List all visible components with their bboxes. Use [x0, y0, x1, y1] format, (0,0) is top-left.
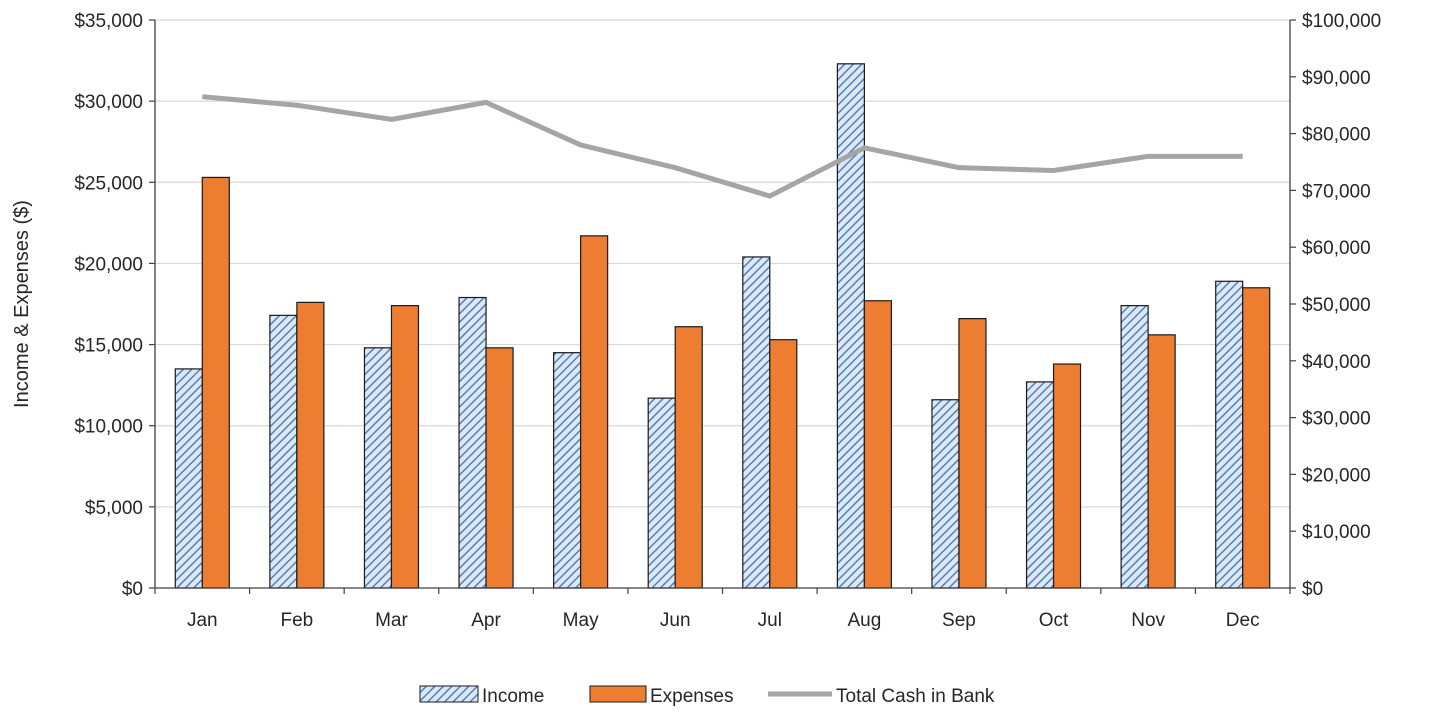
legend-label: Expenses — [650, 686, 733, 707]
bar-series — [175, 64, 1269, 588]
income-bar — [270, 315, 297, 588]
right-tick-label: $50,000 — [1302, 295, 1371, 316]
x-tick-label: Dec — [1226, 610, 1260, 631]
left-tick-label: $35,000 — [74, 11, 143, 32]
right-tick-label: $0 — [1302, 579, 1323, 600]
income-bar — [364, 348, 391, 588]
expenses-bar — [297, 302, 324, 588]
line-series — [202, 97, 1243, 197]
expenses-bar — [486, 348, 513, 588]
x-tick-label: Aug — [847, 610, 881, 631]
right-tick-label: $60,000 — [1302, 238, 1371, 259]
right-tick-label: $30,000 — [1302, 409, 1371, 430]
expenses-bar — [1054, 364, 1081, 588]
left-tick-label: $15,000 — [74, 336, 143, 357]
expenses-bar — [581, 236, 608, 588]
income-bar — [648, 398, 675, 588]
left-tick-label: $10,000 — [74, 417, 143, 438]
right-tick-label: $80,000 — [1302, 125, 1371, 146]
y-axis-title: Income & Expenses ($) — [11, 200, 33, 408]
x-tick-label: Jul — [758, 610, 782, 631]
income-bar — [175, 369, 202, 588]
x-tick-label: Jan — [187, 610, 218, 631]
x-tick-label: May — [563, 610, 599, 631]
right-tick-label: $10,000 — [1302, 522, 1371, 543]
legend-label: Income — [482, 686, 544, 707]
x-tick-label: Feb — [281, 610, 314, 631]
legend-label: Total Cash in Bank — [836, 686, 995, 707]
expenses-bar — [864, 301, 891, 588]
x-tick-label: Jun — [660, 610, 691, 631]
grid-lines — [155, 20, 1290, 507]
x-tick-label: Mar — [375, 610, 408, 631]
income-bar — [1216, 281, 1243, 588]
x-tick-label: Sep — [942, 610, 976, 631]
expenses-bar — [959, 319, 986, 588]
expenses-bar — [202, 177, 229, 588]
expenses-bar — [1243, 288, 1270, 588]
right-tick-label: $100,000 — [1302, 11, 1381, 32]
expenses-bar — [1148, 335, 1175, 588]
legend: Income Expenses Total Cash in Bank — [420, 686, 995, 707]
left-tick-label: $5,000 — [85, 498, 143, 519]
right-tick-label: $20,000 — [1302, 465, 1371, 486]
right-tick-label: $90,000 — [1302, 68, 1371, 89]
income-bar — [837, 64, 864, 588]
income-bar — [459, 298, 486, 588]
right-tick-label: $40,000 — [1302, 352, 1371, 373]
total-cash-line — [202, 97, 1242, 196]
legend-expenses-swatch — [590, 686, 646, 702]
income-bar — [932, 400, 959, 588]
expenses-bar — [675, 327, 702, 588]
income-bar — [1027, 382, 1054, 588]
x-tick-label: Oct — [1039, 610, 1069, 631]
left-tick-label: $20,000 — [74, 254, 143, 275]
right-tick-label: $70,000 — [1302, 181, 1371, 202]
income-bar — [554, 353, 581, 588]
income-bar — [743, 257, 770, 588]
left-tick-label: $25,000 — [74, 173, 143, 194]
x-tick-label: Apr — [471, 610, 501, 631]
expenses-bar — [770, 340, 797, 588]
income-bar — [1121, 306, 1148, 588]
x-tick-label: Nov — [1131, 610, 1165, 631]
expenses-bar — [391, 306, 418, 588]
left-tick-label: $0 — [122, 579, 143, 600]
left-tick-label: $30,000 — [74, 92, 143, 113]
legend-income-swatch — [420, 686, 478, 702]
